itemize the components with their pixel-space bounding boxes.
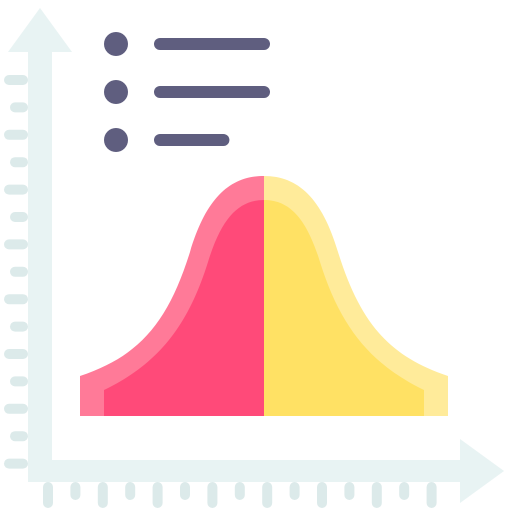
y-axis-tick [10,321,28,332]
y-axis-tick [4,403,28,414]
legend-line [154,86,270,98]
x-axis-tick [125,482,136,500]
legend-line [154,38,270,50]
legend-bullet-icon [104,80,128,104]
x-axis-tick [70,482,81,500]
y-axis-tick [10,266,28,277]
legend-item [104,32,270,56]
legend-bullet-icon [104,32,128,56]
axes [8,8,504,503]
x-axis-tick [97,482,108,508]
bell-curve [80,176,448,416]
x-axis-tick [152,482,163,508]
y-axis-tick [4,239,28,250]
y-axis-tick [10,212,28,222]
legend-item [104,128,230,152]
x-axis-tick [426,482,437,508]
x-axis-tick [399,482,410,500]
y-axis-tick [10,157,28,168]
x-axis-tick [344,482,355,500]
x-axis-tick [234,482,245,500]
y-axis-tick [4,294,28,305]
y-axis-tick [4,349,28,359]
x-axis-tick [289,482,300,500]
y-axis-tick [4,184,28,195]
y-axis-tick [10,102,28,113]
x-axis-ticks [43,482,437,508]
legend [104,32,270,152]
x-axis-tick [180,482,190,500]
y-axis-line [28,42,52,472]
x-axis-tick [262,482,273,508]
x-axis-tick [317,482,327,508]
x-axis-line [28,460,468,482]
bell-curve-right-half-inner [264,200,424,416]
legend-bullet-icon [104,128,128,152]
y-axis-ticks [4,75,28,469]
x-axis-tick [207,482,218,508]
y-axis-tick [10,431,28,442]
x-axis-tick [43,482,53,508]
y-axis-tick [4,75,28,85]
y-axis-tick [4,458,28,469]
y-axis-tick [10,376,28,387]
x-axis-arrow-icon [460,439,504,503]
bell-curve-left-half-inner [104,200,264,416]
x-axis-tick [371,482,382,508]
y-axis-tick [4,129,28,140]
legend-line [154,134,230,146]
y-axis-arrow-icon [8,8,72,52]
legend-item [104,80,270,104]
